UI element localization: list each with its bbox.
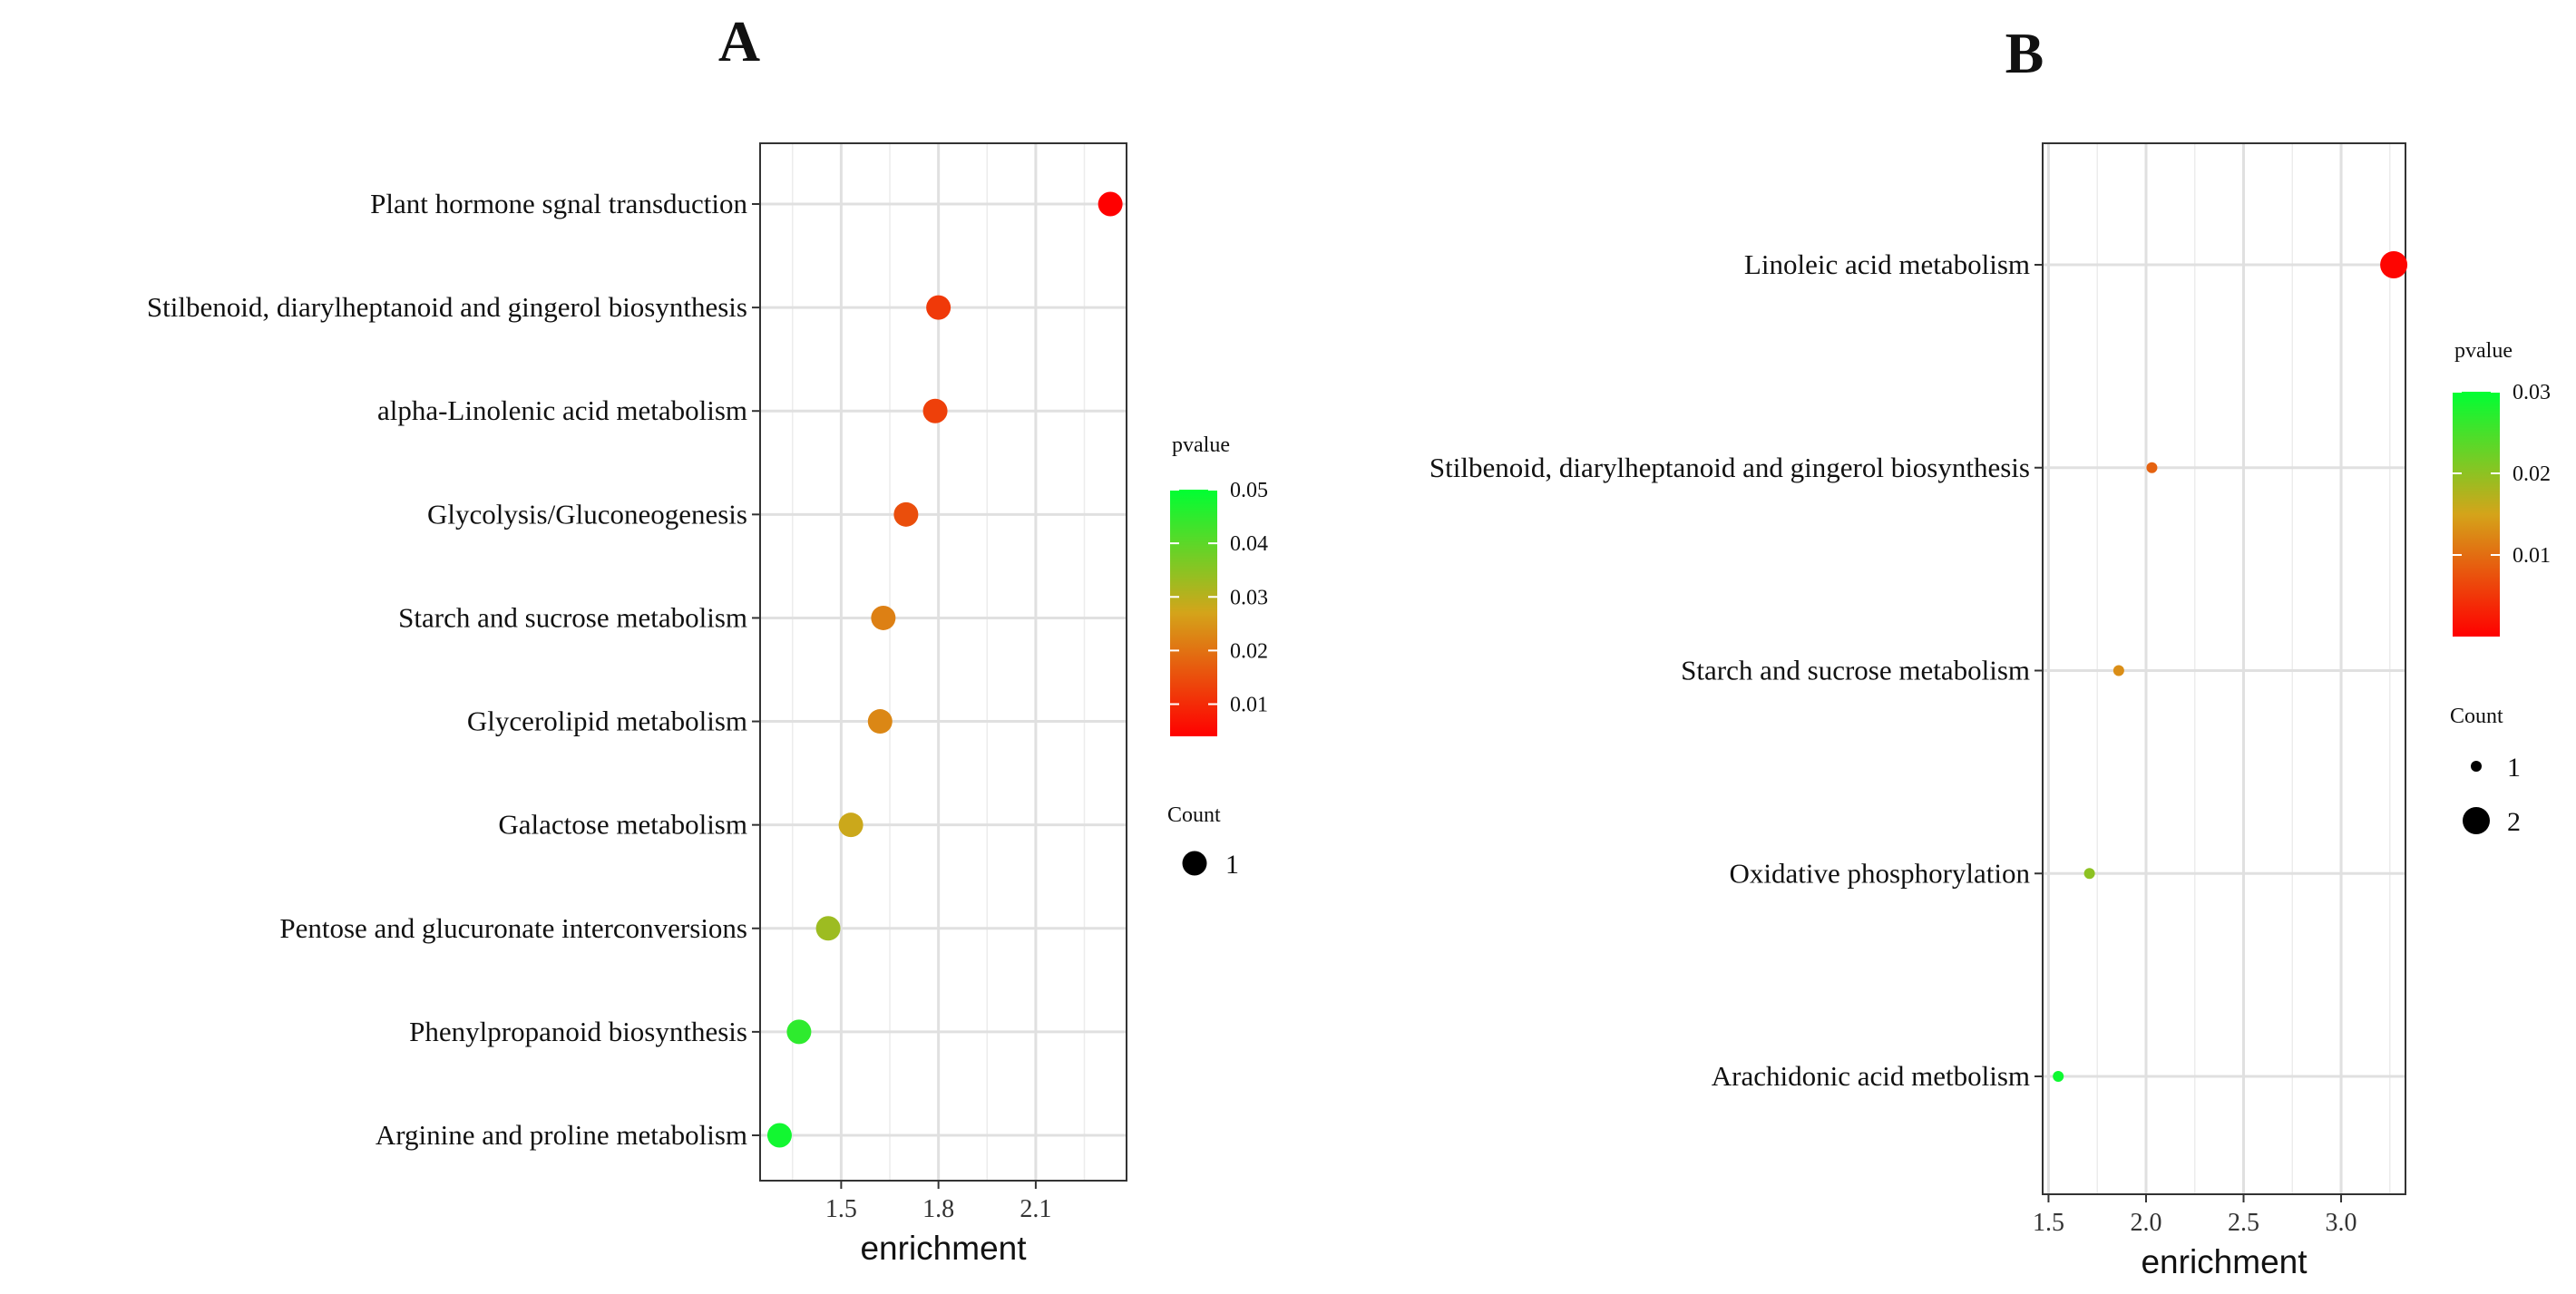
category-label: alpha-Linolenic acid metabolism [377,394,747,426]
colorbar-title: pvalue [2454,339,2513,363]
count-legend-symbol [2463,807,2490,834]
panel-a-dot-plot: 1.5 1.8 2.1 enrichment Plant hormone sgnal t… [147,142,1268,1267]
data-point [2146,462,2158,473]
x-tick-label: 2.0 [2130,1209,2161,1237]
x-tick-label: 1.8 [922,1195,954,1223]
category-label: Pentose and glucuronate interconversions [279,912,747,944]
x-axis-title: enrichment [2141,1243,2308,1280]
panel-border [2042,142,2406,1195]
colorbar-tick-label: 0.03 [2513,381,2551,404]
panel-label-a: A [718,9,760,73]
colorbar [2453,392,2500,637]
data-point [2083,868,2095,880]
colorbar [1170,490,1217,736]
colorbar-tick-label: 0.01 [1230,694,1268,717]
data-point [2113,665,2124,676]
category-label: Phenylpropanoid biosynthesis [409,1016,747,1047]
count-legend-title: Count [1167,803,1221,827]
data-point [871,605,896,630]
count-legend-label: 1 [2507,753,2521,783]
category-label: Glycerolipid metabolism [467,705,747,737]
x-tick-label: 2.5 [2228,1209,2259,1237]
colorbar-title: pvalue [1172,433,1230,457]
data-point [867,709,893,735]
plot-area [2043,143,2405,1194]
x-tick-label: 3.0 [2326,1209,2357,1237]
category-label: Starch and sucrose metabolism [398,601,747,633]
panel-border [759,142,1127,1182]
data-point [893,501,919,527]
data-point [815,916,841,941]
panel-label-b: B [2005,21,2044,85]
category-label: Stilbenoid, diarylheptanoid and gingerol… [147,291,747,323]
panel-b-dot-plot: 1.5 2.0 2.5 3.0 enrichment Linoleic acid meta… [1429,142,2551,1280]
category-label: Starch and sucrose metabolism [1681,655,2030,686]
data-point [922,398,948,423]
category-label: Plant hormone sgnal transduction [370,188,747,219]
colorbar-tick-label: 0.02 [2513,462,2551,486]
x-tick-label: 2.1 [1020,1195,1051,1223]
data-point [2380,251,2408,278]
data-point [786,1019,812,1045]
count-legend-title: Count [2450,705,2503,728]
data-point [838,812,864,838]
count-legend-label: 2 [2507,807,2521,837]
category-label: Galactose metabolism [498,809,747,841]
data-point [1098,191,1123,217]
count-legend-symbol [2471,761,2482,772]
x-tick-label: 1.5 [2033,1209,2064,1237]
category-label: Oxidative phosphorylation [1730,857,2031,889]
category-label: Linoleic acid metabolism [1744,248,2030,280]
data-point [766,1123,792,1148]
x-tick-label: 1.5 [825,1195,857,1223]
category-label: Arginine and proline metabolism [376,1119,747,1151]
category-label: Arachidonic acid metbolism [1712,1060,2030,1092]
category-label: Stilbenoid, diarylheptanoid and gingerol… [1429,452,2030,483]
category-label: Glycolysis/Gluconeogenesis [427,498,747,530]
count-legend-label: 1 [1225,850,1239,880]
count-legend-symbol [1182,851,1207,876]
colorbar-tick-label: 0.05 [1230,479,1268,502]
x-axis-title: enrichment [860,1230,1027,1267]
colorbar-tick-label: 0.03 [1230,586,1268,609]
colorbar-tick-label: 0.04 [1230,532,1268,556]
colorbar-tick-label: 0.01 [2513,544,2551,568]
colorbar-tick-label: 0.02 [1230,639,1268,663]
data-point [926,295,951,320]
data-point [2053,1071,2064,1082]
